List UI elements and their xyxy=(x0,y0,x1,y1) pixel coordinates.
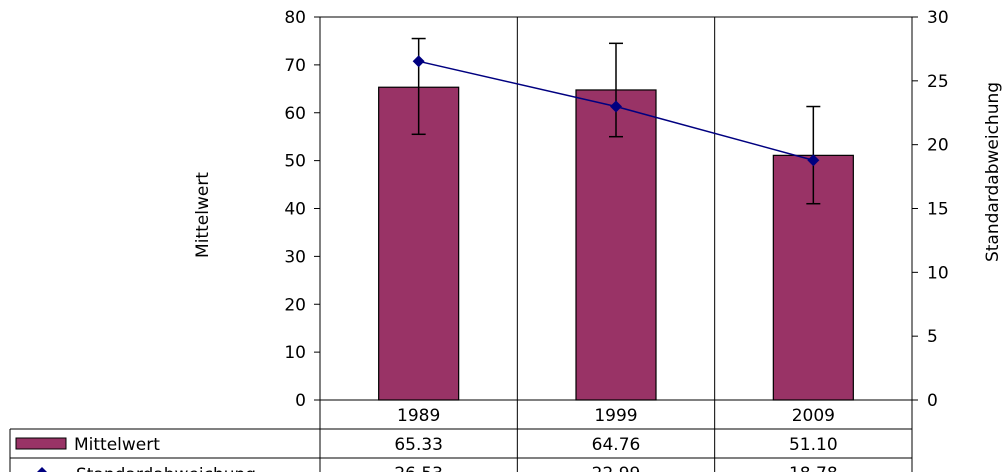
y-axis-label: Mittelwert xyxy=(193,172,213,258)
error-bar-1999 xyxy=(609,42,623,138)
left-tick-label: 50 xyxy=(284,152,306,172)
error-bar-1989 xyxy=(411,37,426,136)
left-tick-label: 0 xyxy=(295,391,306,411)
point-standardabweichung-1999 xyxy=(610,100,622,113)
point-standardabweichung-2009 xyxy=(807,154,820,167)
left-y-axis: 0 10 20 30 40 50 60 70 80 xyxy=(284,8,321,411)
right-tick-label: 5 xyxy=(927,327,938,347)
legend-label-standardabweichung: Standardabweichung xyxy=(76,465,256,472)
plot-area xyxy=(320,16,912,472)
table-cell-mittelwert: 65.33 xyxy=(394,435,443,455)
right-tick-label: 15 xyxy=(927,200,949,220)
left-tick-label: 30 xyxy=(284,247,306,267)
legend-marker-standardabweichung xyxy=(37,467,47,472)
left-tick-label: 40 xyxy=(284,200,306,220)
point-standardabweichung-1989 xyxy=(412,55,425,68)
right-y-axis: 0 5 10 15 20 25 30 xyxy=(911,8,949,411)
y2-axis-label: Standardabweichung xyxy=(983,82,1003,262)
category-label: 1989 xyxy=(397,406,440,426)
left-tick-label: 80 xyxy=(284,8,306,28)
right-tick-label: 30 xyxy=(927,8,949,28)
right-tick-label: 0 xyxy=(927,391,938,411)
right-tick-label: 10 xyxy=(927,263,949,283)
legend-label-mittelwert: Mittelwert xyxy=(74,435,160,455)
right-tick-label: 20 xyxy=(927,136,949,156)
left-tick-label: 10 xyxy=(284,343,306,363)
table-cell-standardabweichung: 26.53 xyxy=(394,464,443,472)
right-tick-label: 25 xyxy=(927,72,949,92)
left-tick-label: 60 xyxy=(284,104,306,124)
legend-swatch-mittelwert xyxy=(15,437,67,450)
table-cell-standardabweichung: 18.78 xyxy=(789,464,838,472)
bar-1989 xyxy=(378,86,460,401)
table-cell-mittelwert: 51.10 xyxy=(789,435,838,455)
table-cell-standardabweichung: 22.99 xyxy=(592,464,641,472)
left-tick-label: 20 xyxy=(284,295,306,315)
left-tick-label: 70 xyxy=(284,56,306,76)
category-label: 2009 xyxy=(792,406,835,426)
category-label: 1999 xyxy=(594,406,637,426)
table-cell-mittelwert: 64.76 xyxy=(592,435,641,455)
data-table: 1989 1999 2009 Mittelwert 65.33 64.76 51.10 Sta… xyxy=(9,399,913,472)
